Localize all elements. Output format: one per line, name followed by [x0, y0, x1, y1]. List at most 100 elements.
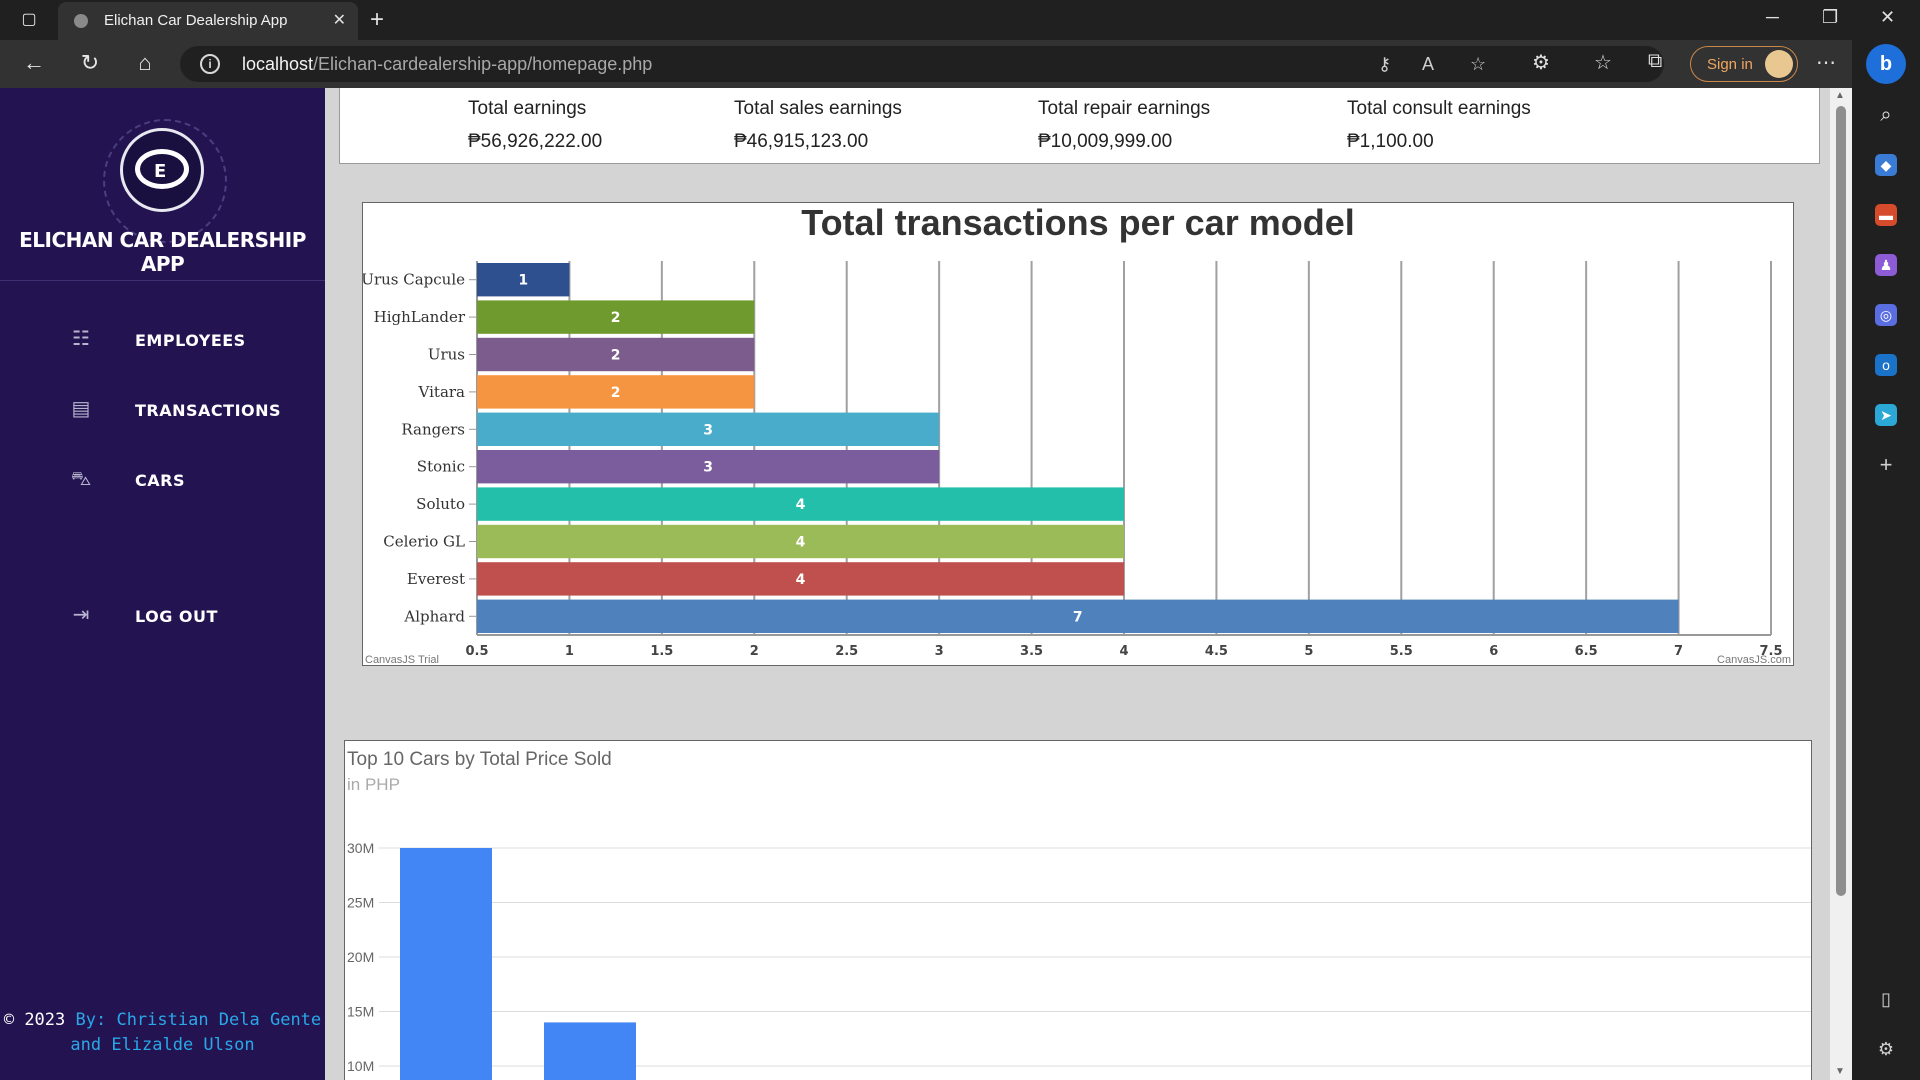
top-cars-chart-svg: 30M 25M 20M 15M 10M	[347, 840, 1811, 1080]
scrollbar-thumb[interactable]	[1836, 106, 1846, 896]
earning-repair: Total repair earnings ₱10,009,999.00	[1038, 98, 1210, 153]
x-tick-label: 3.5	[1020, 644, 1043, 659]
extensions-icon[interactable]: ⚙	[1532, 52, 1550, 74]
x-tick-label: 5	[1304, 644, 1313, 659]
category-label: Everest	[407, 570, 465, 588]
category-label: HighLander	[374, 308, 466, 326]
bar	[477, 562, 1124, 596]
browser-tab-bar: ▢ Elichan Car Dealership App ✕ + ─ ❐ ✕	[0, 0, 1920, 40]
restore-icon[interactable]: ❐	[1822, 7, 1839, 27]
more-options-icon[interactable]: ⋯	[1816, 52, 1836, 74]
category-label: Urus Capcule	[363, 271, 465, 289]
back-icon[interactable]: ←	[23, 50, 45, 75]
x-tick-label: 4	[1119, 644, 1128, 659]
tab-title: Elichan Car Dealership App	[104, 12, 288, 29]
scroll-down-icon[interactable]: ▼	[1835, 1066, 1845, 1077]
read-aloud-icon[interactable]: A	[1422, 54, 1435, 74]
send-icon[interactable]: ➤	[1875, 404, 1897, 426]
url-path: /Elichan-cardealership-app/homepage.php	[313, 54, 653, 74]
site-info-icon[interactable]: i	[200, 54, 220, 74]
add-icon[interactable]: +	[1879, 452, 1893, 477]
x-tick-label: 2	[750, 644, 759, 659]
earning-sales: Total sales earnings ₱46,915,123.00	[734, 98, 902, 153]
bar	[477, 337, 755, 372]
sidebar-item-label: TRANSACTIONS	[135, 401, 282, 420]
bar	[477, 450, 940, 484]
settings-icon[interactable]: ⚙	[1877, 1039, 1895, 1059]
tools-icon[interactable]: ▬	[1875, 204, 1897, 226]
sign-in-button[interactable]: Sign in	[1690, 46, 1798, 82]
bar	[400, 848, 492, 1080]
chart-title: Total transactions per car model	[801, 203, 1354, 243]
bar-data-label: 4	[796, 497, 806, 513]
search-icon[interactable]: ⌕	[1880, 104, 1892, 126]
y-tick-label: 20M	[347, 949, 374, 965]
y-tick-label: 30M	[347, 840, 374, 856]
category-label: Urus	[428, 346, 465, 364]
authors-link[interactable]: By: Christian Dela Gente and Elizalde Ul…	[70, 1010, 322, 1055]
minimize-icon[interactable]: ─	[1766, 7, 1779, 27]
app-name: ELICHAN CAR DEALERSHIP APP	[19, 228, 306, 276]
close-tab-icon[interactable]: ✕	[332, 12, 346, 29]
key-icon[interactable]: ⚷	[1378, 54, 1392, 74]
x-tick-label: 5.5	[1390, 644, 1413, 659]
bar	[477, 487, 1124, 521]
avatar	[1765, 50, 1793, 78]
x-tick-label: 6	[1489, 644, 1498, 659]
bar	[477, 300, 755, 334]
sidebar-item-logout[interactable]: ⇥ LOG OUT	[66, 600, 306, 632]
tab-actions-icon[interactable]: ▢	[21, 11, 37, 28]
hide-sidebar-icon[interactable]: ▯	[1881, 989, 1891, 1009]
outlook-icon[interactable]: o	[1875, 354, 1897, 376]
shopping-icon[interactable]: ◆	[1875, 154, 1897, 176]
url-bar[interactable]: i localhost/Elichan-cardealership-app/ho…	[180, 46, 1664, 82]
top-cars-chart: Top 10 Cars by Total Price Sold in PHP 3…	[344, 740, 1812, 1080]
sidebar-item-transactions[interactable]: ▤ TRANSACTIONS	[66, 394, 306, 426]
address-toolbar: ← ↻ ⌂ i localhost/Elichan-cardealership-…	[0, 40, 1920, 88]
sidebar-item-employees[interactable]: ☷ EMPLOYEES	[66, 324, 306, 356]
url-text[interactable]: localhost/Elichan-cardealership-app/home…	[242, 54, 652, 75]
category-label: Soluto	[416, 495, 465, 513]
games-icon[interactable]: ♟	[1875, 254, 1897, 276]
window-close-icon[interactable]: ✕	[1880, 7, 1896, 27]
x-tick-label: 7	[1674, 644, 1683, 659]
office-icon[interactable]: ◎	[1875, 304, 1897, 326]
bar-data-label: 4	[796, 535, 806, 551]
favicon-icon	[74, 14, 88, 28]
transactions-chart-svg: Total transactions per car model 0.5 1 1.5 2…	[363, 203, 1791, 665]
sidebar-divider	[0, 280, 325, 281]
category-label: Vitara	[418, 383, 466, 401]
employees-icon: ☷	[72, 328, 90, 350]
watermark-left: CanvasJS Trial	[365, 654, 439, 665]
earning-total: Total earnings ₱56,926,222.00	[468, 98, 602, 153]
bar	[477, 375, 755, 409]
category-label: Celerio GL	[383, 533, 465, 551]
bing-copilot-icon[interactable]: b	[1866, 44, 1906, 84]
bar-data-label: 7	[1073, 609, 1083, 625]
earnings-summary: Total earnings ₱56,926,222.00 Total sale…	[339, 88, 1820, 164]
collections-icon[interactable]: ⧉	[1648, 50, 1663, 72]
y-tick-label: 15M	[347, 1004, 374, 1020]
earning-value: ₱46,915,123.00	[734, 131, 869, 152]
sidebar-item-cars[interactable]: ⛍ CARS	[66, 464, 306, 496]
new-tab-icon[interactable]: +	[370, 6, 385, 33]
page-scrollbar[interactable]: ▲ ▼	[1830, 88, 1852, 1080]
steering-wheel-icon	[135, 149, 189, 189]
bar	[477, 524, 1124, 559]
add-favorite-icon[interactable]: ☆	[1470, 54, 1487, 74]
x-tick-label: 7.5	[1759, 644, 1782, 659]
refresh-icon[interactable]: ↻	[80, 50, 100, 75]
earning-title: Total consult earnings	[1347, 98, 1531, 119]
x-tick-label: 1.5	[650, 644, 673, 659]
earning-consult: Total consult earnings ₱1,100.00	[1347, 98, 1531, 153]
scroll-up-icon[interactable]: ▲	[1835, 90, 1845, 101]
car-icon: ⛍	[70, 468, 92, 490]
sidebar-item-label: LOG OUT	[135, 607, 218, 626]
bar-data-label: 1	[518, 273, 528, 289]
app-sidebar: E ELICHAN CAR DEALERSHIP APP ☷ EMPLOYEES…	[0, 88, 325, 1080]
browser-tab[interactable]: Elichan Car Dealership App ✕	[58, 2, 358, 40]
favorites-icon[interactable]: ☆	[1594, 52, 1612, 74]
x-tick-label: 6.5	[1575, 644, 1598, 659]
x-tick-label: 3	[935, 644, 944, 659]
home-icon[interactable]: ⌂	[138, 50, 152, 75]
